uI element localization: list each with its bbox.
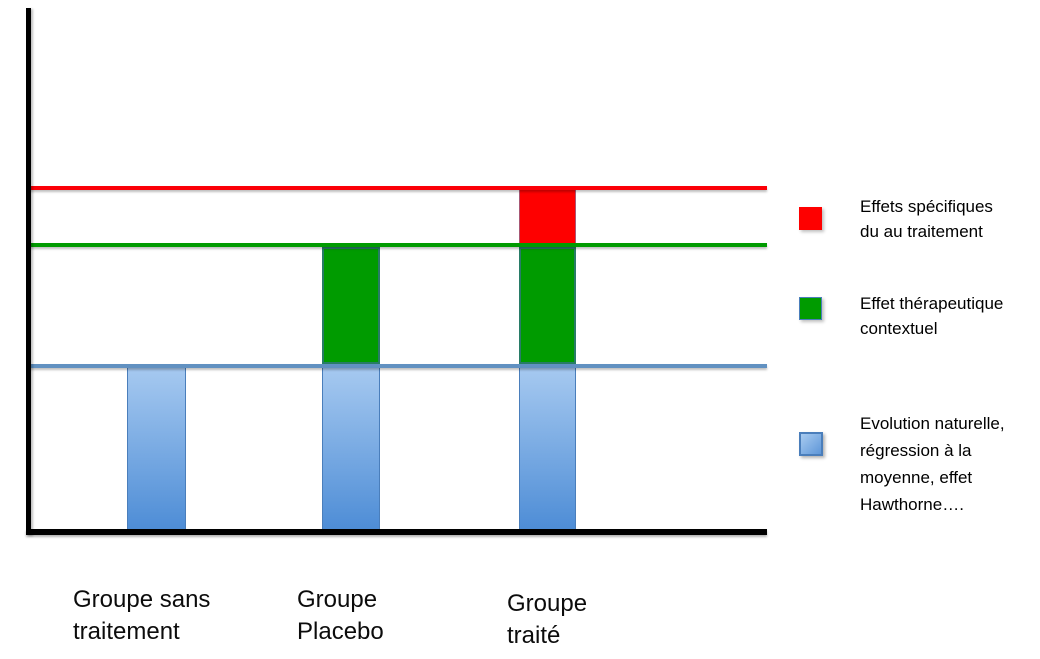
legend-swatch-blue-icon	[799, 432, 823, 456]
x-label-line: Groupe	[507, 590, 588, 617]
x-label-line: traité	[507, 622, 561, 649]
reference-line-contextual-effect	[29, 243, 767, 247]
legend-label-line: Effets spécifiques	[860, 197, 993, 216]
bar-traite-segment-contextuel	[519, 247, 576, 364]
y-axis	[26, 8, 31, 535]
legend-label-line: moyenne, effet	[860, 468, 973, 487]
x-label-groupe-placebo: Groupe Placebo	[297, 584, 384, 648]
x-label-line: Groupe sans	[73, 586, 211, 613]
legend-label-effet-contextuel: Effet thérapeutique contextuel	[860, 291, 1003, 341]
x-label-line: traitement	[73, 618, 180, 645]
legend-label-effets-specifiques: Effets spécifiques du au traitement	[860, 194, 993, 244]
legend-swatch-red-icon	[799, 207, 822, 230]
reference-line-natural-evolution	[29, 364, 767, 368]
x-label-line: Groupe	[297, 586, 378, 613]
x-label-line: Placebo	[297, 618, 384, 645]
legend-swatch-green-icon	[799, 297, 822, 320]
legend-label-line: Effet thérapeutique	[860, 294, 1004, 313]
x-axis	[26, 529, 767, 535]
legend-label-line: Evolution naturelle,	[860, 414, 1005, 433]
reference-line-specific-effect	[29, 186, 767, 190]
legend-label-line: régression à la	[860, 441, 972, 460]
bar-placebo-segment-contextuel	[322, 247, 380, 364]
bar-traite-segment-naturel	[519, 368, 576, 530]
legend-label-evolution-naturelle: Evolution naturelle, régression à la moy…	[860, 410, 1005, 518]
legend-label-line: Hawthorne….	[860, 495, 964, 514]
legend-label-line: contextuel	[860, 319, 938, 338]
legend-label-line: du au traitement	[860, 222, 983, 241]
x-label-groupe-sans-traitement: Groupe sans traitement	[73, 584, 210, 648]
bar-placebo-segment-naturel	[322, 368, 380, 530]
bar-traite-segment-specifique	[519, 190, 576, 243]
bar-sans-traitement-segment-naturel	[127, 368, 186, 530]
x-label-groupe-traite: Groupe traité	[507, 588, 587, 652]
